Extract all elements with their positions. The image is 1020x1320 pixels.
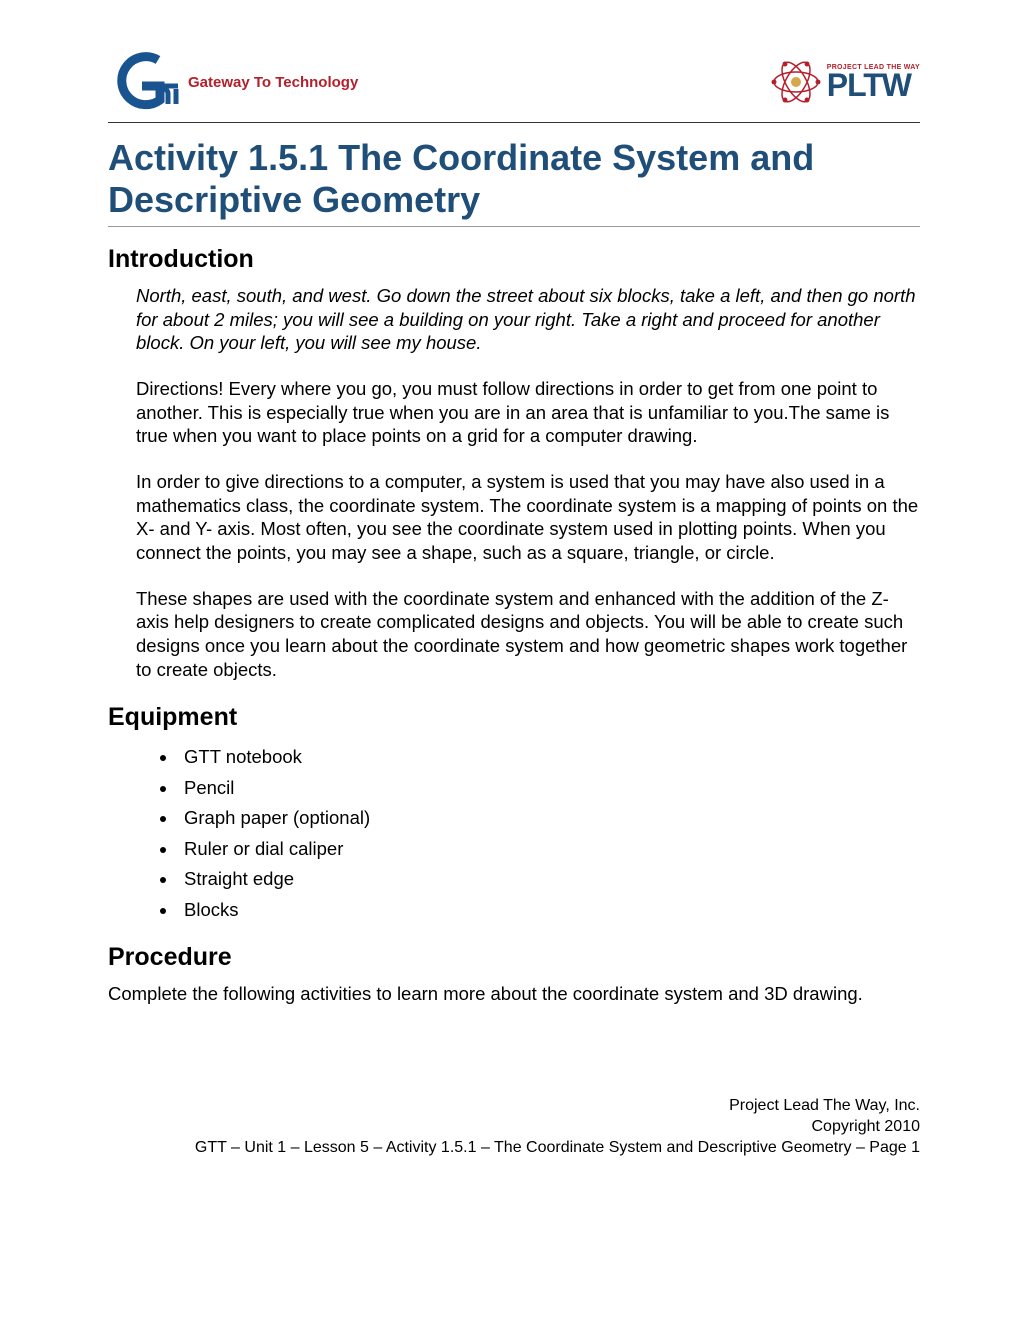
- intro-paragraph-4: These shapes are used with the coordinat…: [136, 587, 920, 682]
- gtt-g-icon: [108, 52, 184, 112]
- footer-org: Project Lead The Way, Inc.: [108, 1096, 920, 1117]
- activity-title: Activity 1.5.1 The Coordinate System and…: [108, 137, 920, 227]
- equipment-heading: Equipment: [108, 703, 920, 732]
- equipment-list: GTT notebook Pencil Graph paper (optiona…: [178, 742, 920, 925]
- intro-paragraph-2: Directions! Every where you go, you must…: [136, 377, 920, 448]
- pltw-wordmark: PLTW: [827, 71, 920, 100]
- equipment-item: GTT notebook: [178, 742, 920, 773]
- equipment-item: Blocks: [178, 895, 920, 926]
- equipment-item: Ruler or dial caliper: [178, 834, 920, 865]
- pltw-atom-icon: [769, 57, 823, 107]
- equipment-item: Graph paper (optional): [178, 803, 920, 834]
- introduction-heading: Introduction: [108, 245, 920, 274]
- procedure-paragraph: Complete the following activities to lea…: [108, 982, 920, 1006]
- equipment-item: Straight edge: [178, 864, 920, 895]
- header-row: Gateway To Technology PROJECT LEAD THE W…: [108, 52, 920, 123]
- pltw-text-block: PROJECT LEAD THE WAY PLTW: [827, 64, 920, 100]
- procedure-heading: Procedure: [108, 943, 920, 972]
- intro-paragraph-3: In order to give directions to a compute…: [136, 470, 920, 565]
- intro-scenario-paragraph: North, east, south, and west. Go down th…: [136, 284, 920, 355]
- equipment-item: Pencil: [178, 773, 920, 804]
- footer-pagination: GTT – Unit 1 – Lesson 5 – Activity 1.5.1…: [108, 1138, 920, 1159]
- gtt-logo: Gateway To Technology: [108, 52, 358, 112]
- footer-copyright: Copyright 2010: [108, 1117, 920, 1138]
- page-footer: Project Lead The Way, Inc. Copyright 201…: [108, 1096, 920, 1158]
- document-page: Gateway To Technology PROJECT LEAD THE W…: [0, 0, 1020, 1199]
- gtt-logo-text: Gateway To Technology: [188, 74, 358, 91]
- pltw-logo: PROJECT LEAD THE WAY PLTW: [769, 57, 920, 107]
